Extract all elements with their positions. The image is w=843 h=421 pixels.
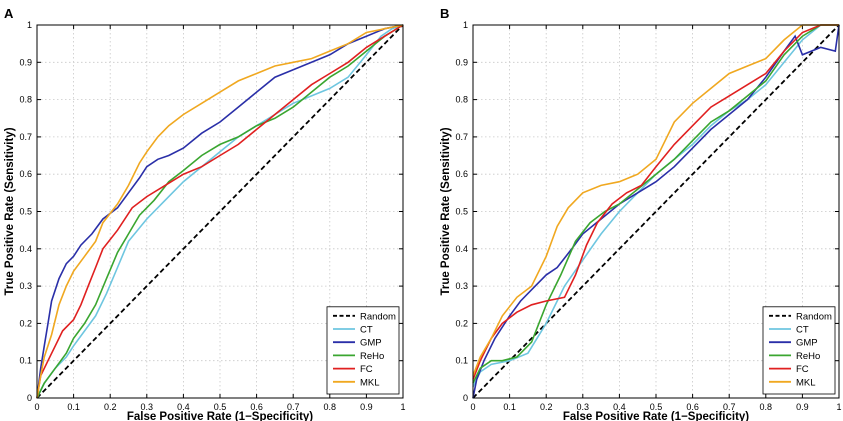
y-tick-label: 0.6 xyxy=(19,169,32,179)
legend-label-mkl: MKL xyxy=(796,377,816,388)
x-tick-label: 0.8 xyxy=(324,402,337,412)
y-tick-label: 0.4 xyxy=(19,244,32,254)
series-line-mkl xyxy=(36,24,404,399)
x-tick-label: 0.5 xyxy=(214,402,227,412)
panel-b: 0 0.1 0.2 0.3 0.4 0.5 0.6 0.7 0.8 0.9 1 0 0.1 0.2 0.3 0… xyxy=(440,6,842,421)
legend-label-gmp: GMP xyxy=(796,338,818,349)
x-tick-label: 0.8 xyxy=(760,402,773,412)
legend: Random CT GMP ReHo FC MKL xyxy=(762,306,836,395)
x-tick-label: 0.4 xyxy=(613,402,626,412)
x-axis-label: False Positive Rate (1−Specificity) xyxy=(127,411,313,421)
x-tick-label: 0.2 xyxy=(540,402,553,412)
x-tick-label: 0.5 xyxy=(650,402,663,412)
x-axis-label: False Positive Rate (1−Specificity) xyxy=(563,411,749,421)
series-line-ct xyxy=(36,24,404,399)
x-tick-label: 0.7 xyxy=(287,402,300,412)
x-tick-label: 0 xyxy=(470,402,475,412)
legend-label-reho: ReHo xyxy=(360,351,384,362)
y-tick-label: 0.5 xyxy=(455,207,468,217)
y-tick-label: 0.1 xyxy=(455,356,468,366)
y-tick-label: 0.3 xyxy=(19,281,32,291)
x-tick-label: 0 xyxy=(34,402,39,412)
y-tick-label: 0.7 xyxy=(455,132,468,142)
y-tick-label: 0.9 xyxy=(19,57,32,67)
y-tick-label: 0 xyxy=(463,393,468,403)
series-line-random xyxy=(472,24,840,399)
x-tick-label: 0.4 xyxy=(177,402,190,412)
x-tick-label: 0.9 xyxy=(360,402,373,412)
series-line-random xyxy=(36,24,404,399)
x-tick-label: 0.6 xyxy=(250,402,263,412)
series-line-mkl xyxy=(472,24,839,376)
y-tick-label: 1 xyxy=(463,20,468,30)
x-tick-label: 0.3 xyxy=(141,402,154,412)
legend-box xyxy=(326,306,400,395)
series-line-gmp xyxy=(472,24,840,399)
legend: Random CT GMP ReHo FC MKL xyxy=(326,306,400,395)
x-tick-label: 1 xyxy=(836,402,841,412)
legend-label-fc: FC xyxy=(796,364,809,375)
axes-frame xyxy=(472,24,840,399)
y-tick-label: 0.2 xyxy=(19,318,32,328)
panel-letter: B xyxy=(440,6,449,21)
legend-label-ct: CT xyxy=(360,325,373,336)
legend-label-random: Random xyxy=(796,311,832,322)
y-tick-label: 0.2 xyxy=(455,318,468,328)
y-tick-label: 0.8 xyxy=(19,95,32,105)
series-line-reho xyxy=(472,24,839,384)
legend-label-mkl: MKL xyxy=(360,377,380,388)
x-tick-label: 0.1 xyxy=(67,402,80,412)
x-tick-label: 1 xyxy=(400,402,405,412)
series-line-gmp xyxy=(36,24,404,399)
y-tick-label: 0.3 xyxy=(455,281,468,291)
x-tick-label: 0.9 xyxy=(796,402,809,412)
legend-box xyxy=(762,306,836,395)
legend-label-fc: FC xyxy=(360,364,373,375)
y-tick-label: 0.4 xyxy=(455,244,468,254)
panel-a: 0 0.1 0.2 0.3 0.4 0.5 0.6 0.7 0.8 0.9 1 0 0.1 0.2 0.3 0… xyxy=(4,6,406,421)
y-tick-label: 0 xyxy=(27,393,32,403)
y-tick-label: 1 xyxy=(27,20,32,30)
panel-letter: A xyxy=(4,6,14,21)
series-line-fc xyxy=(36,24,404,399)
legend-label-gmp: GMP xyxy=(360,338,382,349)
x-tick-label: 0.2 xyxy=(104,402,117,412)
x-tick-label: 0.7 xyxy=(723,402,736,412)
y-tick-label: 0.7 xyxy=(19,132,32,142)
y-tick-label: 0.5 xyxy=(19,207,32,217)
y-tick-label: 0.9 xyxy=(455,57,468,67)
y-tick-label: 0.1 xyxy=(19,356,32,366)
y-axis-label: True Positive Rate (Sensitivity) xyxy=(440,127,452,295)
y-tick-label: 0.6 xyxy=(455,169,468,179)
x-tick-label: 0.6 xyxy=(686,402,699,412)
series-line-ct xyxy=(472,24,839,388)
series-line-fc xyxy=(472,24,839,380)
x-tick-label: 0.1 xyxy=(503,402,516,412)
x-tick-label: 0.3 xyxy=(577,402,590,412)
y-tick-label: 0.8 xyxy=(455,95,468,105)
series-line-reho xyxy=(36,24,404,399)
legend-label-reho: ReHo xyxy=(796,351,820,362)
y-axis-label: True Positive Rate (Sensitivity) xyxy=(4,127,16,295)
axes-frame xyxy=(36,24,404,399)
legend-label-ct: CT xyxy=(796,325,809,336)
legend-label-random: Random xyxy=(360,311,396,322)
